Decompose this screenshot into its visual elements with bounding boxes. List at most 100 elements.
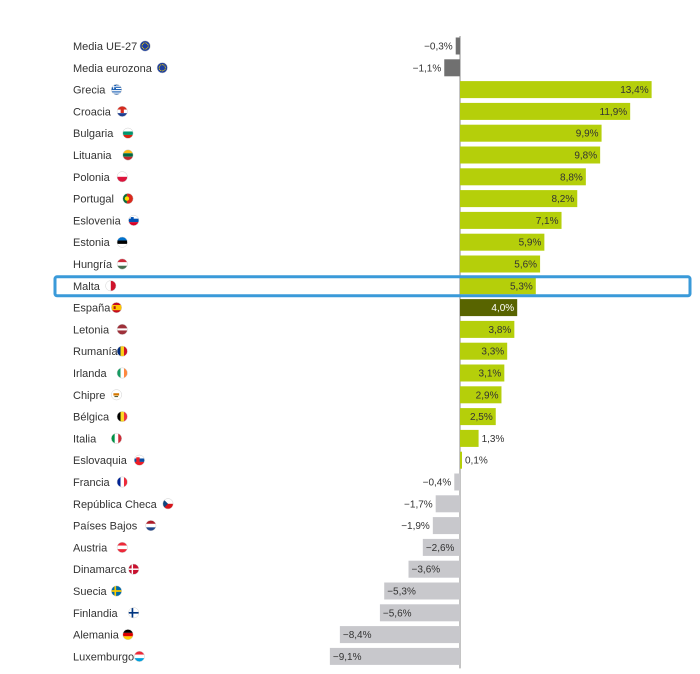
bar-polonia xyxy=(460,168,586,186)
flag-icon-croacia xyxy=(116,105,128,117)
flag-icon-estonia xyxy=(116,236,128,248)
bar-lituania xyxy=(460,146,601,164)
value-label-republica-checa: −1,7% xyxy=(404,499,433,510)
value-label-rumania: 3,3% xyxy=(481,347,504,358)
category-label-irlanda: Irlanda xyxy=(73,368,108,380)
flag-icon-italia xyxy=(111,432,122,444)
bar-estonia xyxy=(460,233,545,251)
category-label-suecia: Suecia xyxy=(73,586,108,598)
value-label-alemania: −8,4% xyxy=(343,630,372,641)
bar-row-espana: España 4,0% xyxy=(73,299,518,317)
category-label-alemania: Alemania xyxy=(73,630,120,642)
bar-francia xyxy=(454,473,460,491)
bar-espana xyxy=(460,299,518,317)
value-label-malta: 5,3% xyxy=(510,281,533,292)
category-label-finlandia: Finlandia xyxy=(73,608,119,620)
bar-austria xyxy=(422,538,460,556)
category-label-dinamarca: Dinamarca xyxy=(73,564,127,576)
value-label-polonia: 8,8% xyxy=(560,172,583,183)
flag-icon-malta xyxy=(105,280,117,292)
bar-row-rumania: Rumanía 3,3% xyxy=(73,342,508,360)
flag-icon-luxemburgo xyxy=(133,650,145,662)
bar-grecia xyxy=(460,81,652,99)
category-label-letonia: Letonia xyxy=(73,324,110,336)
value-label-austria: −2,6% xyxy=(426,543,455,554)
bar-row-lituania: Lituania 9,8% xyxy=(73,146,601,164)
bar-bulgaria xyxy=(460,124,602,142)
bar-row-francia: Francia −0,4% xyxy=(73,473,460,491)
flag-icon-media-ue-27 xyxy=(139,40,151,52)
bar-row-chipre: Chipre 2,9% xyxy=(73,386,502,404)
value-label-irlanda: 3,1% xyxy=(479,369,502,380)
flag-icon-bulgaria xyxy=(122,127,134,139)
category-label-media-ue-27: Media UE-27 xyxy=(73,41,137,53)
bar-irlanda xyxy=(460,364,505,382)
value-label-belgica: 2,5% xyxy=(470,412,493,423)
category-label-bulgaria: Bulgaria xyxy=(73,128,114,140)
flag-icon-rumania xyxy=(116,345,128,357)
bar-croacia xyxy=(460,102,631,120)
bar-row-eslovaquia: Eslovaquia 0,1% xyxy=(73,451,488,469)
value-label-francia: −0,4% xyxy=(423,478,452,489)
bar-eslovenia xyxy=(460,211,562,229)
bar-paises-bajos xyxy=(432,517,460,535)
bar-row-polonia: Polonia 8,8% xyxy=(73,168,586,186)
value-label-italia: 1,3% xyxy=(482,434,505,445)
flag-icon-eslovenia xyxy=(128,214,140,226)
category-label-polonia: Polonia xyxy=(73,172,111,184)
value-label-bulgaria: 9,9% xyxy=(576,129,599,140)
value-label-estonia: 5,9% xyxy=(519,238,542,249)
bar-eslovaquia xyxy=(460,451,462,469)
category-label-republica-checa: República Checa xyxy=(73,499,158,511)
bar-letonia xyxy=(460,320,515,338)
bar-suecia xyxy=(384,582,460,600)
value-label-suecia: −5,3% xyxy=(387,587,416,598)
bar-row-media-ue-27: Media UE-27 −0,3% xyxy=(73,37,460,55)
value-label-paises-bajos: −1,9% xyxy=(401,521,430,532)
bar-row-luxemburgo: Luxemburgo −9,1% xyxy=(73,647,460,665)
flag-icon-suecia xyxy=(111,585,122,597)
bar-finlandia xyxy=(379,604,460,622)
category-label-luxemburgo: Luxemburgo xyxy=(73,651,134,663)
value-label-media-ue-27: −0,3% xyxy=(424,42,453,53)
flag-icon-finlandia xyxy=(128,607,140,619)
value-label-eslovenia: 7,1% xyxy=(536,216,559,227)
category-label-croacia: Croacia xyxy=(73,106,112,118)
bar-row-italia: Italia 1,3% xyxy=(73,429,505,447)
bar-media-eurozona xyxy=(444,59,460,77)
value-label-espana: 4,0% xyxy=(491,303,514,314)
value-label-hungria: 5,6% xyxy=(514,260,537,271)
bar-media-ue-27 xyxy=(455,37,460,55)
category-label-eslovenia: Eslovenia xyxy=(73,215,122,227)
bar-row-austria: Austria −2,6% xyxy=(73,538,460,556)
value-label-grecia: 13,4% xyxy=(620,85,648,96)
category-label-malta: Malta xyxy=(73,281,101,293)
category-label-chipre: Chipre xyxy=(73,390,105,402)
flag-icon-irlanda xyxy=(116,367,128,379)
flag-icon-chipre xyxy=(111,389,122,401)
flag-icon-portugal xyxy=(122,193,134,205)
category-label-italia: Italia xyxy=(73,433,97,445)
bar-row-hungria: Hungría 5,6% xyxy=(73,255,541,273)
bar-row-republica-checa: República Checa −1,7% xyxy=(73,495,460,513)
value-label-media-eurozona: −1,1% xyxy=(413,63,442,74)
flag-icon-belgica xyxy=(116,411,128,423)
value-label-dinamarca: −3,6% xyxy=(412,565,441,576)
category-label-belgica: Bélgica xyxy=(73,412,110,424)
bar-rumania xyxy=(460,342,508,360)
bar-row-portugal: Portugal 8,2% xyxy=(73,190,578,208)
flag-icon-lituania xyxy=(122,149,134,161)
bar-row-paises-bajos: Países Bajos −1,9% xyxy=(73,517,460,535)
bar-row-estonia: Estonia 5,9% xyxy=(73,233,545,251)
category-label-lituania: Lituania xyxy=(73,150,112,162)
bar-belgica xyxy=(460,408,496,426)
bar-malta xyxy=(460,277,536,295)
bar-republica-checa xyxy=(435,495,460,513)
flag-icon-letonia xyxy=(116,323,128,335)
flag-icon-francia xyxy=(116,476,128,488)
flag-icon-paises-bajos xyxy=(145,520,157,532)
bar-luxemburgo xyxy=(329,647,460,665)
flag-icon-media-eurozona xyxy=(156,62,168,74)
flag-icon-hungria xyxy=(116,258,128,270)
